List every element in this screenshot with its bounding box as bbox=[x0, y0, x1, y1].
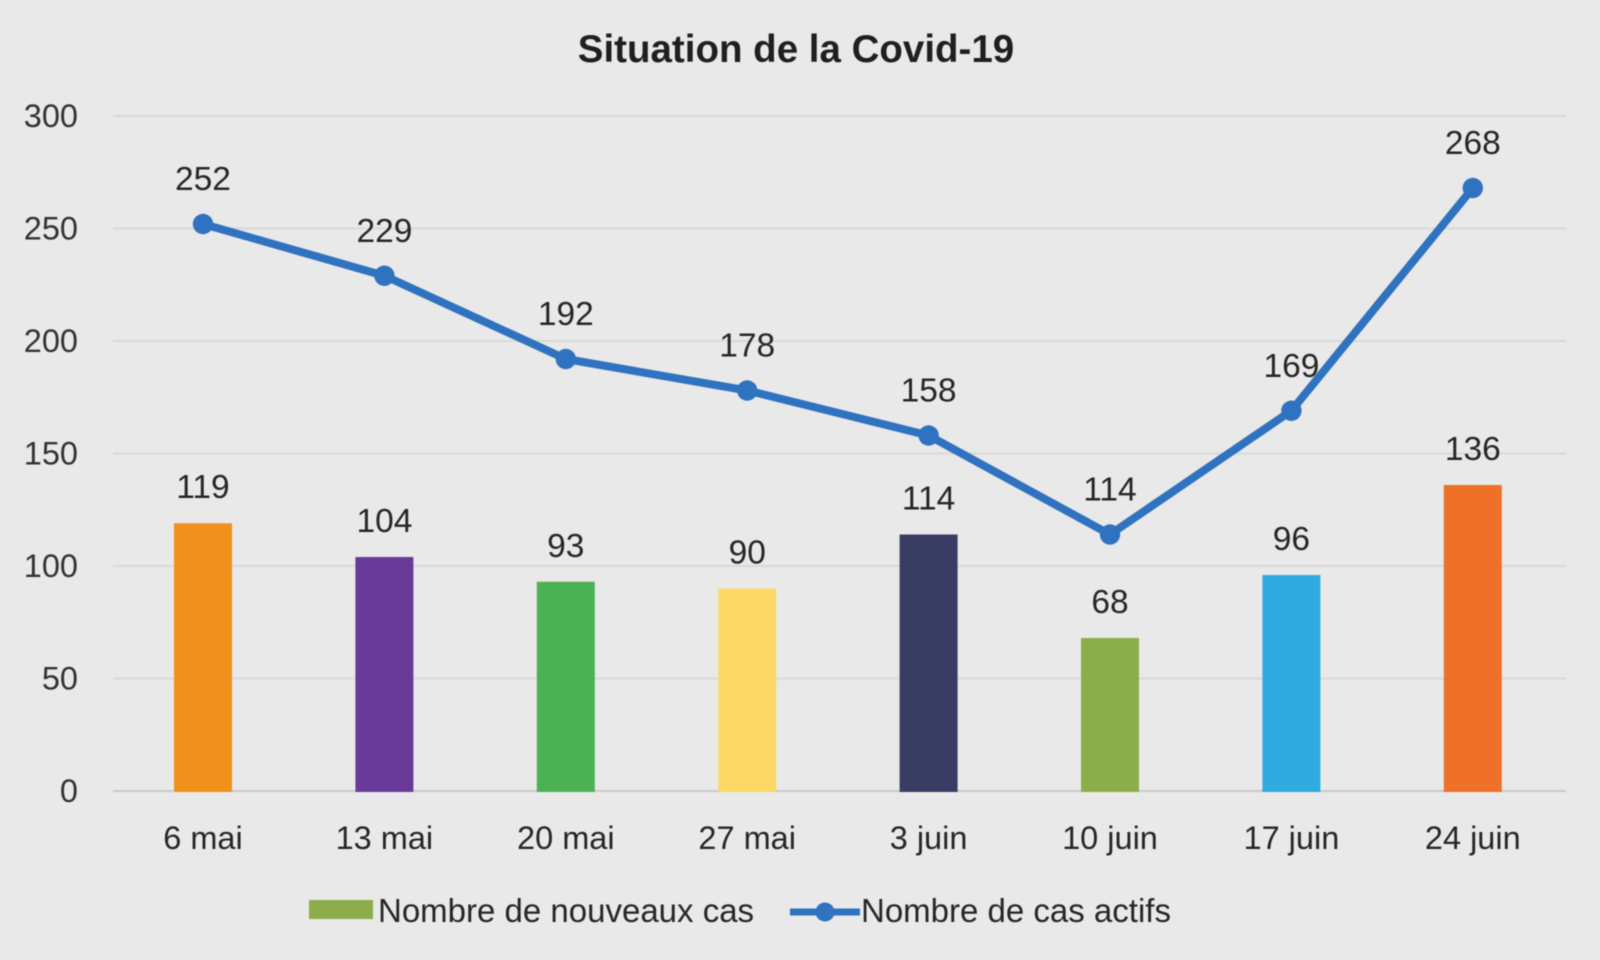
svg-text:192: 192 bbox=[538, 296, 594, 333]
svg-text:Situation de la Covid-19: Situation de la Covid-19 bbox=[578, 28, 1014, 71]
svg-text:158: 158 bbox=[901, 373, 957, 410]
svg-text:0: 0 bbox=[60, 773, 78, 809]
svg-text:114: 114 bbox=[902, 481, 955, 518]
svg-text:300: 300 bbox=[24, 98, 78, 134]
svg-text:200: 200 bbox=[24, 323, 78, 359]
svg-text:6 mai: 6 mai bbox=[163, 820, 242, 856]
svg-text:169: 169 bbox=[1263, 348, 1319, 385]
svg-text:100: 100 bbox=[24, 548, 78, 584]
svg-text:119: 119 bbox=[176, 469, 229, 506]
svg-text:229: 229 bbox=[356, 213, 412, 250]
svg-text:136: 136 bbox=[1445, 431, 1501, 468]
svg-text:27 mai: 27 mai bbox=[698, 820, 796, 856]
svg-text:114: 114 bbox=[1083, 472, 1136, 509]
svg-text:Nombre de nouveaux cas: Nombre de nouveaux cas bbox=[378, 892, 754, 929]
svg-text:150: 150 bbox=[24, 436, 78, 472]
svg-text:13 mai: 13 mai bbox=[336, 820, 434, 856]
svg-text:50: 50 bbox=[42, 661, 78, 697]
svg-text:10 juin: 10 juin bbox=[1062, 820, 1158, 856]
svg-text:3 juin: 3 juin bbox=[890, 820, 968, 856]
svg-text:68: 68 bbox=[1091, 584, 1128, 621]
svg-text:252: 252 bbox=[175, 161, 231, 198]
svg-text:268: 268 bbox=[1445, 125, 1501, 162]
svg-text:17 juin: 17 juin bbox=[1244, 820, 1340, 856]
svg-text:Nombre de cas actifs: Nombre de cas actifs bbox=[861, 892, 1171, 929]
svg-text:90: 90 bbox=[729, 535, 766, 572]
svg-text:178: 178 bbox=[719, 328, 775, 365]
svg-text:96: 96 bbox=[1273, 521, 1310, 558]
svg-text:250: 250 bbox=[24, 211, 78, 247]
svg-text:20 mai: 20 mai bbox=[517, 820, 615, 856]
svg-text:93: 93 bbox=[547, 528, 584, 565]
svg-text:24 juin: 24 juin bbox=[1425, 820, 1521, 856]
svg-text:104: 104 bbox=[356, 503, 412, 540]
